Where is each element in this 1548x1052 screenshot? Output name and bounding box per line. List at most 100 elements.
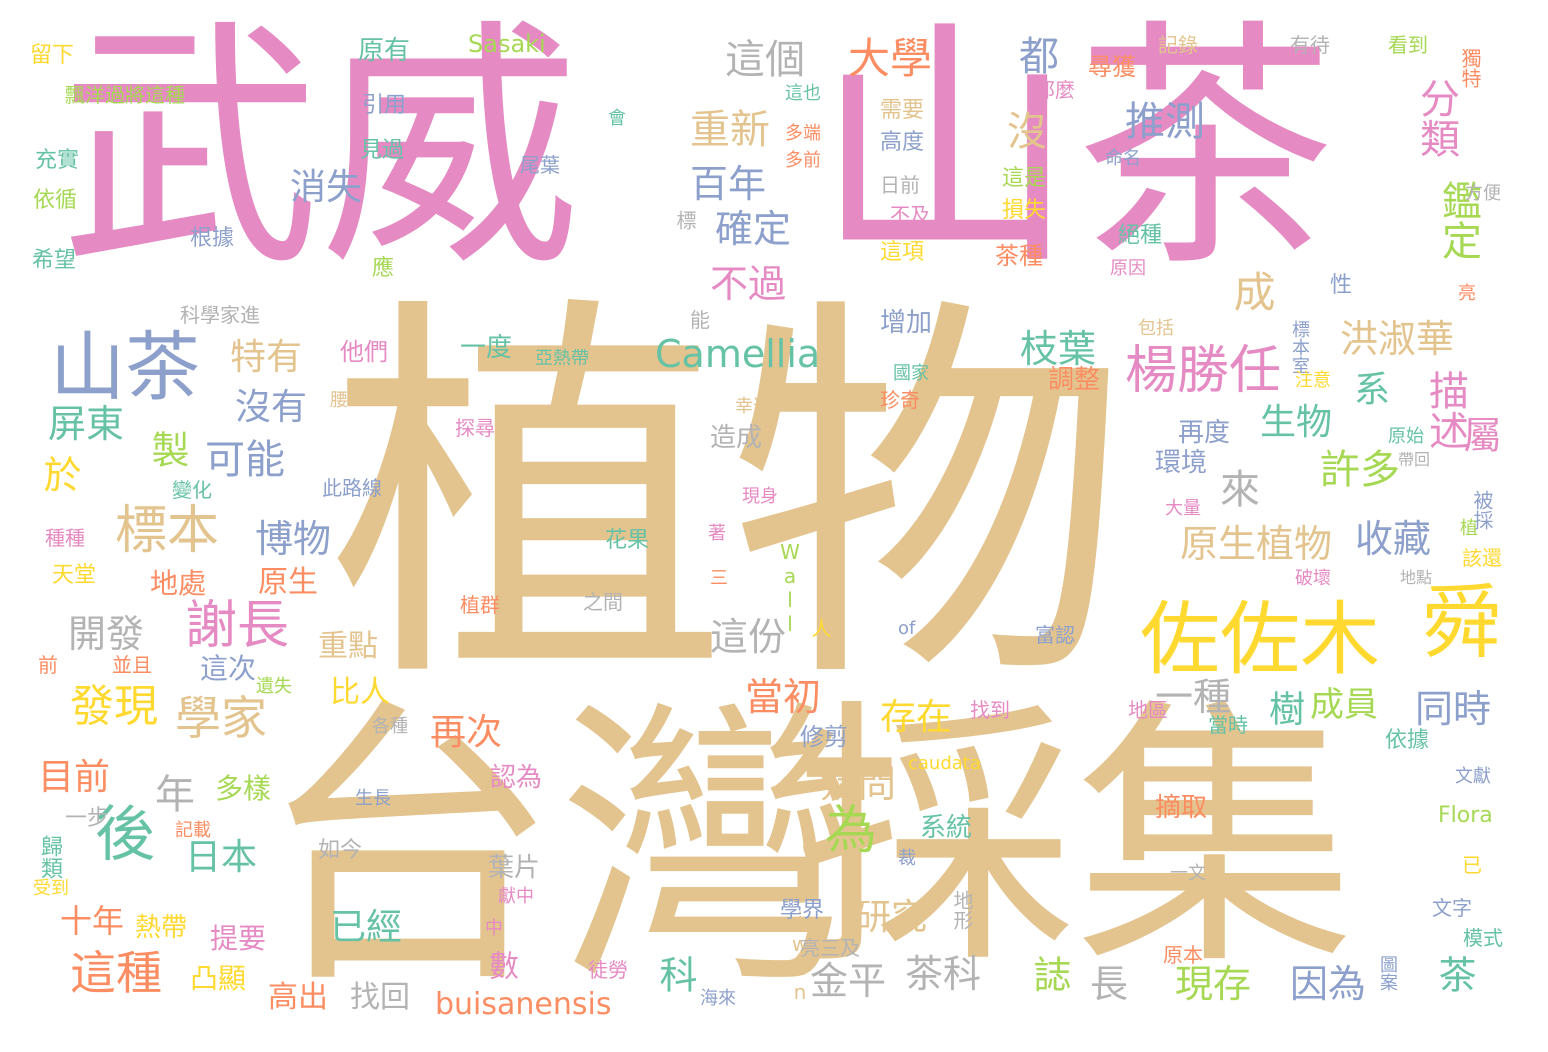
cloud-word: 舜: [1409, 580, 1502, 660]
cloud-word: 亮: [1458, 283, 1476, 304]
cloud-word: 包括: [1138, 318, 1174, 339]
cloud-word: 認為: [490, 763, 543, 793]
cloud-word: 學界: [780, 898, 825, 923]
cloud-word: 生物: [1260, 402, 1333, 443]
cloud-word: 這也: [785, 83, 821, 104]
cloud-word: Camellia: [655, 332, 821, 376]
cloud-word: 原始: [1388, 426, 1424, 447]
cloud-word: 樹: [1263, 690, 1304, 726]
cloud-word: 變化: [172, 478, 212, 502]
cloud-word: 他們: [340, 338, 388, 366]
cloud-word: 高出: [268, 980, 328, 1015]
cloud-word: 百年: [690, 162, 767, 206]
cloud-word: 這次: [200, 652, 257, 685]
cloud-word: 尋獲: [1088, 53, 1136, 81]
cloud-word: 前: [38, 653, 58, 677]
cloud-word: 標: [673, 210, 697, 230]
cloud-word: 當初: [745, 675, 822, 719]
cloud-word: 之間: [583, 590, 623, 614]
cloud-word: 生長: [355, 788, 391, 809]
cloud-word: 消失: [290, 167, 363, 208]
cloud-word: Taiwan: [788, 860, 812, 1004]
cloud-word: 數: [483, 950, 518, 980]
cloud-word: 返: [1060, 586, 1078, 607]
cloud-word: 方便: [1465, 183, 1501, 204]
cloud-word: 圖案: [1377, 955, 1398, 991]
cloud-word: Wall: [778, 540, 802, 636]
cloud-word: 熱帶: [135, 913, 188, 943]
cloud-word: 會: [608, 108, 626, 129]
cloud-word: 一種: [1155, 675, 1232, 719]
cloud-word: 被採: [1470, 490, 1494, 530]
cloud-word: 誌: [1027, 955, 1071, 993]
cloud-word: 金平: [810, 959, 887, 1003]
cloud-word: 佐佐木: [1140, 593, 1380, 686]
cloud-word: 疑問: [820, 762, 897, 806]
cloud-word: 洪淑華: [1340, 317, 1455, 361]
cloud-word: 一步: [65, 806, 110, 831]
cloud-word: 地形: [950, 890, 974, 930]
cloud-word: 武威: [60, 0, 580, 301]
cloud-word: 見過: [360, 138, 405, 163]
cloud-word: 製: [145, 430, 189, 468]
cloud-word: 找回: [350, 980, 410, 1015]
cloud-word: 十年: [60, 902, 125, 940]
cloud-word: 描述: [1422, 370, 1468, 450]
cloud-word: 文獻: [1455, 766, 1491, 787]
cloud-word: 獨特: [1458, 48, 1482, 88]
cloud-word: Flora: [1438, 803, 1493, 828]
cloud-word: 日前: [880, 173, 920, 197]
cloud-word: 那麼: [1035, 78, 1075, 102]
cloud-word: 多端: [785, 123, 821, 144]
cloud-word: 採集: [795, 677, 1355, 1003]
cloud-word: caudata: [908, 753, 981, 774]
cloud-word: 這份: [710, 615, 787, 659]
cloud-word: 帶回: [1398, 450, 1431, 469]
cloud-word: 探尋: [455, 416, 495, 440]
cloud-word: 茶科: [905, 952, 982, 996]
cloud-word: 存在: [880, 697, 953, 738]
cloud-word: 花果: [605, 528, 650, 553]
cloud-word: 留下: [30, 43, 75, 68]
cloud-word: 同時: [1415, 687, 1492, 731]
cloud-word: 鑑定: [1435, 180, 1481, 260]
cloud-word: 地點: [1400, 568, 1433, 587]
cloud-word: 不過: [710, 262, 787, 306]
cloud-word: 原有: [358, 36, 411, 66]
cloud-word: 發現: [70, 681, 158, 732]
cloud-word: 修剪: [800, 723, 848, 751]
cloud-word: 調整: [1048, 365, 1101, 395]
cloud-word: 著: [708, 523, 726, 544]
cloud-word: 裁: [898, 848, 916, 869]
cloud-word: 確定: [715, 207, 792, 251]
cloud-word: 研究: [855, 897, 928, 938]
cloud-word: 提要: [210, 922, 267, 955]
cloud-word: 記錄: [1158, 33, 1198, 57]
cloud-word: 植物: [328, 267, 1128, 732]
cloud-word: 破壞: [1295, 568, 1331, 589]
cloud-word: 已: [1462, 853, 1482, 877]
cloud-word: 多前: [785, 150, 821, 171]
cloud-word: 造成: [710, 423, 763, 453]
cloud-word: 歸類: [37, 835, 62, 879]
cloud-word: 目前: [38, 757, 111, 798]
cloud-word: 學家: [175, 691, 267, 745]
cloud-word: 於: [37, 455, 81, 493]
cloud-word: 根據: [190, 226, 235, 251]
cloud-word: 這項: [880, 240, 925, 265]
cloud-word: 後: [95, 800, 155, 870]
cloud-word: 損失: [1002, 198, 1047, 223]
cloud-word: 如今: [318, 838, 363, 863]
cloud-word: 重新: [690, 107, 770, 153]
cloud-word: 絕種: [1118, 223, 1163, 248]
cloud-word: 當時: [1208, 713, 1248, 737]
cloud-word: 引用: [362, 93, 407, 118]
cloud-word: 原生植物: [1180, 522, 1333, 566]
cloud-word: 標本室: [1289, 320, 1310, 374]
cloud-word: 一度: [460, 333, 513, 363]
cloud-word: 幸運: [735, 396, 771, 417]
cloud-word: 並且: [112, 653, 152, 677]
cloud-word: 環境: [1155, 448, 1208, 478]
cloud-word: 比人: [330, 675, 390, 710]
